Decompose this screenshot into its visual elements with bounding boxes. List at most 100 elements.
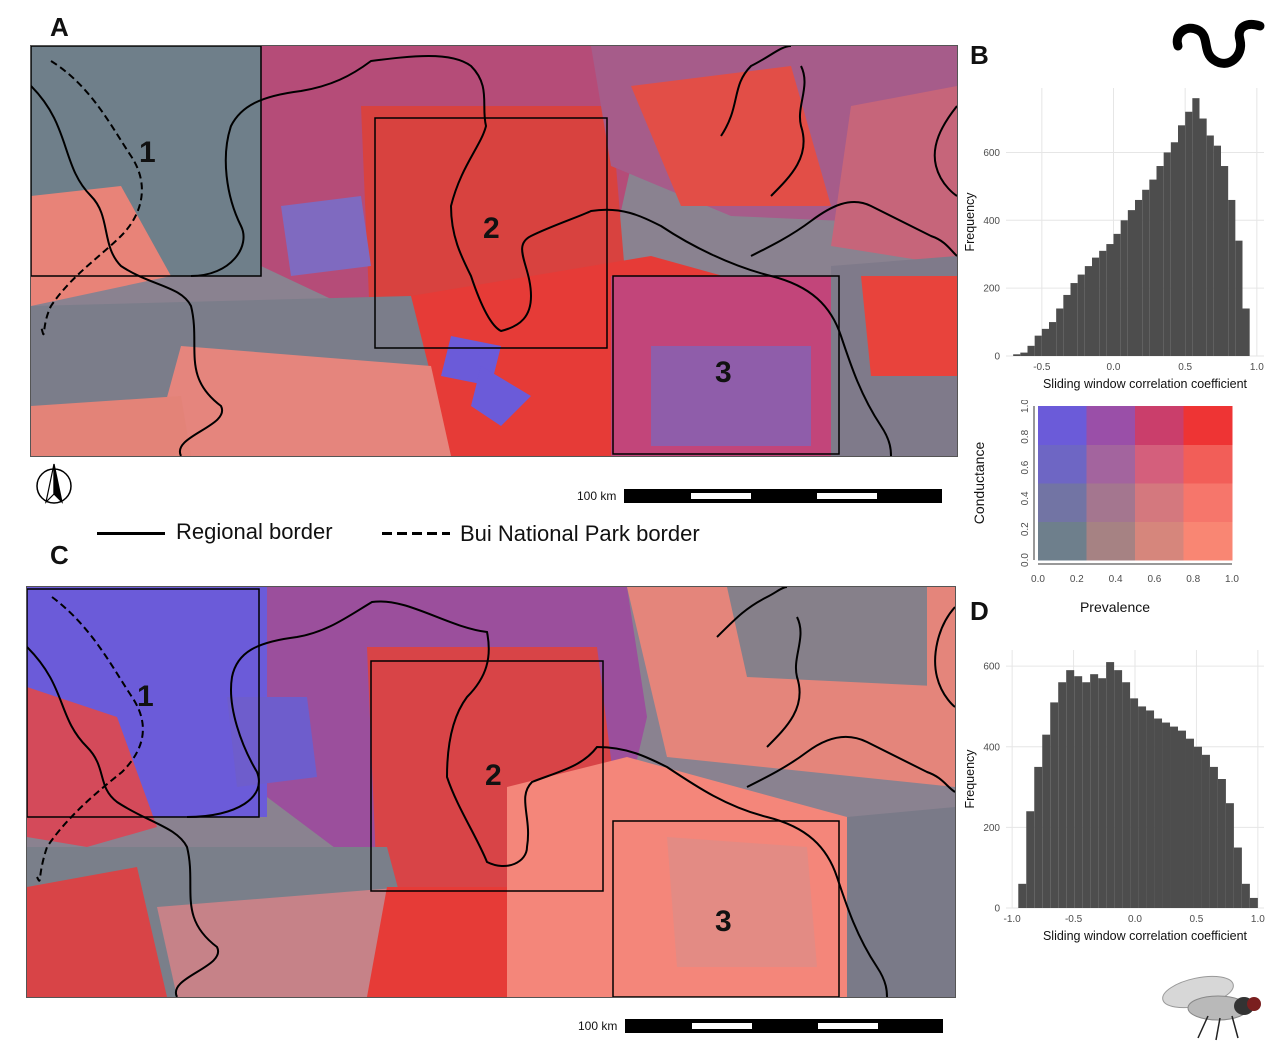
histogram-d-bar <box>1154 718 1163 908</box>
panel-letter-b: B <box>970 40 989 70</box>
bivariate-ytick-label: 1.0 <box>1020 400 1031 413</box>
histogram-b-xtick-label: -0.5 <box>1033 362 1051 373</box>
histogram-b-ytick-label: 400 <box>983 216 1000 227</box>
histogram-d-ytick-label: 0 <box>994 904 1000 915</box>
histogram-d-bar <box>1249 897 1258 908</box>
histogram-d-bar <box>1193 746 1202 908</box>
histogram-d-xtick-label: 1.0 <box>1251 914 1265 925</box>
histogram-d-bar <box>1217 779 1226 908</box>
histogram-b-xtick-label: 0.5 <box>1178 362 1192 373</box>
histogram-b-ytick-label: 200 <box>983 284 1000 295</box>
histogram-b-bar <box>1199 118 1207 356</box>
bivariate-legend-cell <box>1086 444 1136 484</box>
histogram-b-xtick-label: 1.0 <box>1250 362 1264 373</box>
bivariate-ytick-label: 0.0 <box>1020 553 1031 567</box>
bivariate-legend-cell <box>1135 521 1184 561</box>
histogram-b-ylabel: Frequency <box>963 192 977 252</box>
map-a-box-label-1: 1 <box>139 136 156 169</box>
histogram-b-xtick-label: 0.0 <box>1107 362 1121 373</box>
histogram-d-bar <box>1162 722 1171 908</box>
histogram-b-ytick-label: 0 <box>994 352 1000 363</box>
histogram-d-bar <box>1114 670 1123 908</box>
histogram-b-bar <box>1041 328 1049 356</box>
worm-icon <box>1170 16 1270 80</box>
scale-bar-a <box>624 489 942 503</box>
histogram-d-bar <box>1090 674 1099 908</box>
histogram-d-bar <box>1225 803 1234 908</box>
bivariate-xtick-label: 1.0 <box>1225 574 1239 585</box>
histogram-d-xtick-label: -1.0 <box>1004 914 1022 925</box>
bivariate-xtick-label: 0.6 <box>1147 574 1161 585</box>
histogram-b-bar <box>1077 274 1085 356</box>
histogram-d-xtick-label: -0.5 <box>1065 914 1083 925</box>
histogram-d-bar <box>1233 847 1242 908</box>
bivariate-legend-cell <box>1038 521 1087 561</box>
histogram-b-bar <box>1178 125 1186 356</box>
histogram-b-bar <box>1213 145 1221 356</box>
histogram-b-bar <box>1020 352 1028 356</box>
bivariate-xtick-label: 0.8 <box>1186 574 1200 585</box>
bivariate-legend: 0.0 0.0 0.2 0.2 0.4 0.4 0.6 0.6 0.8 0.8 1.0 1.0 Cond… <box>960 399 1260 630</box>
bivariate-legend-cell <box>1038 444 1087 484</box>
histogram-b-bar <box>1228 199 1236 356</box>
histogram-d-xtick-label: 0.5 <box>1189 914 1203 925</box>
histogram-d-bar <box>1122 682 1131 908</box>
bivariate-ytick-label: 0.8 <box>1020 429 1031 443</box>
histogram-d-bar <box>1106 662 1115 908</box>
histogram-d-bar <box>1201 754 1210 908</box>
histogram-d-xlabel: Sliding window correlation coefficient <box>1043 929 1248 943</box>
histogram-d-bar <box>1074 676 1083 908</box>
histogram-b-bar <box>1127 210 1135 356</box>
bivariate-legend-cell <box>1135 444 1184 484</box>
bivariate-legend-cell <box>1135 406 1184 445</box>
bivariate-legend-cell <box>1086 483 1136 522</box>
panel-letter-a: A <box>50 12 69 42</box>
histogram-b-bar <box>1049 322 1057 356</box>
bivariate-legend-cell <box>1038 483 1087 522</box>
park-border-swatch <box>382 532 450 535</box>
histogram-d-bar <box>1209 766 1218 908</box>
map-c-box-label-1: 1 <box>137 680 154 713</box>
bivariate-legend-cell <box>1086 406 1136 445</box>
map-c-prevalence-conductance: 1 2 3 <box>26 586 956 998</box>
bivariate-legend-cell <box>1086 521 1136 561</box>
histogram-b-bar <box>1135 199 1143 356</box>
histogram-b-bar <box>1185 111 1193 357</box>
histogram-b-bar <box>1099 250 1107 356</box>
histogram-d-bar <box>1178 730 1186 908</box>
histogram-b-bar <box>1149 179 1157 356</box>
histogram-d-ylabel: Frequency <box>963 749 977 809</box>
histogram-d-xtick-label: 0.0 <box>1128 914 1142 925</box>
map-a-box-label-3: 3 <box>715 356 732 389</box>
histogram-b-ytick-label: 600 <box>983 148 1000 159</box>
histogram-d-ytick-label: 600 <box>983 662 1000 673</box>
histogram-b-bar <box>1106 244 1114 356</box>
bivariate-legend-cell <box>1183 483 1233 522</box>
histogram-b-bar <box>1221 166 1229 356</box>
panel-letter-c: C <box>50 540 69 570</box>
bivariate-legend-cell <box>1135 483 1184 522</box>
histogram-b-bar <box>1163 152 1171 356</box>
map-c-box-label-3: 3 <box>715 905 732 938</box>
north-arrow-icon <box>34 462 74 506</box>
histogram-b-bar <box>1242 308 1250 356</box>
regional-border-label: Regional border <box>176 519 333 544</box>
map-c-box-label-2: 2 <box>485 759 502 792</box>
bivariate-legend-cell <box>1183 444 1233 484</box>
park-border-label: Bui National Park border <box>460 521 700 546</box>
histogram-d: 0 200 400 600 -1.0 -0.5 0.0 0.5 1.0 Sliding windo… <box>958 640 1276 950</box>
histogram-b-bar <box>1142 189 1150 356</box>
scale-bar-c <box>625 1019 943 1033</box>
histogram-b-xlabel: Sliding window correlation coefficient <box>1043 377 1248 391</box>
bivariate-legend-cell <box>1038 406 1087 445</box>
histogram-d-bar <box>1146 710 1155 908</box>
histogram-d-bar <box>1042 734 1051 908</box>
histogram-d-bar <box>1170 726 1178 908</box>
histogram-d-bar <box>1130 698 1139 908</box>
bivariate-xtick-label: 0.2 <box>1070 574 1084 585</box>
map-a-prevalence-conductance: 1 2 3 <box>30 45 958 457</box>
bivariate-xtick-label: 0.4 <box>1109 574 1123 585</box>
histogram-b-bar <box>1156 166 1164 356</box>
histogram-b-bar <box>1113 233 1121 356</box>
histogram-d-ytick-label: 400 <box>983 742 1000 753</box>
